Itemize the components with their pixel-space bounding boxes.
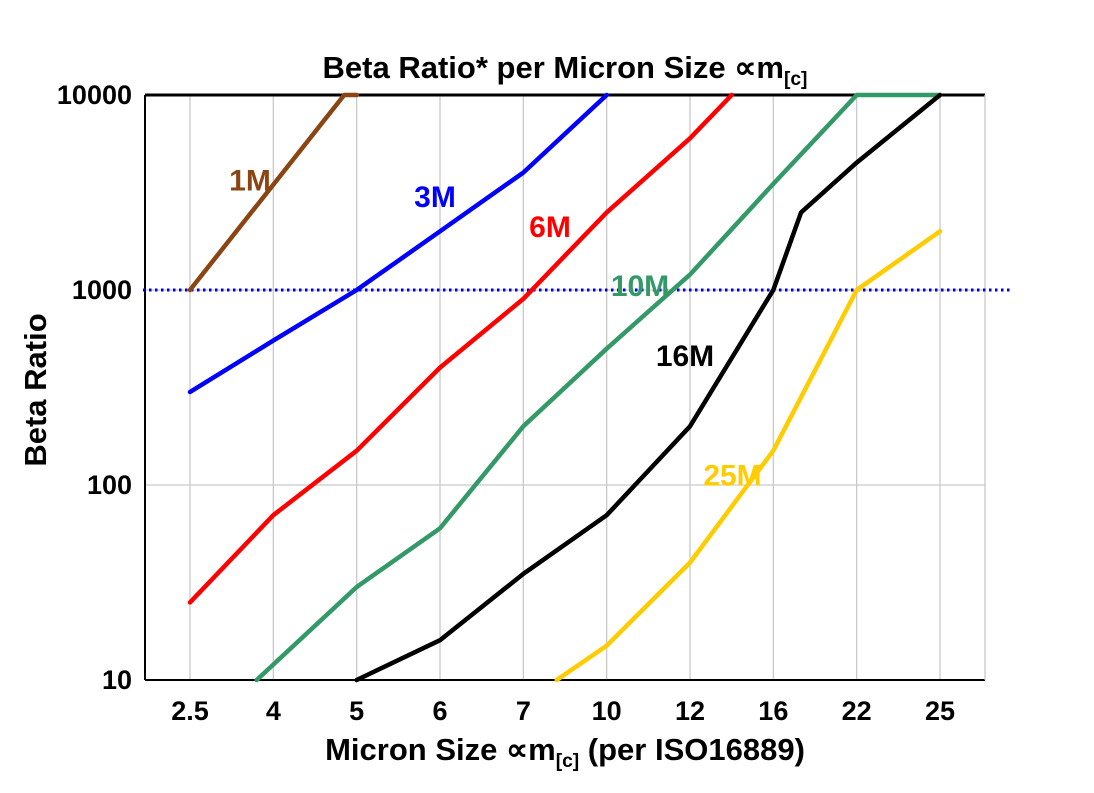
x-tick-label: 10 — [592, 696, 622, 726]
x-tick-label: 25 — [925, 696, 955, 726]
x-tick-label: 22 — [842, 696, 872, 726]
series-16M-label: 16M — [656, 340, 714, 373]
x-tick-label: 4 — [266, 696, 281, 726]
x-axis-title: Micron Size ∝m[c] (per ISO16889) — [127, 732, 1003, 773]
x-axis-title-suffix: (per ISO16889) — [579, 732, 805, 767]
series-1M-line — [187, 92, 359, 293]
series-3M-line — [187, 92, 609, 395]
series-6M-label: 6M — [529, 211, 571, 244]
y-tick-label: 100 — [87, 470, 132, 500]
x-tick-label: 7 — [516, 696, 531, 726]
y-tick-label: 10 — [102, 665, 132, 695]
chart-title-text: Beta Ratio* per Micron Size ∝m — [322, 50, 784, 85]
x-tick-label: 16 — [758, 696, 788, 726]
y-tick-label: 10000 — [57, 80, 132, 110]
x-axis-title-subscript: [c] — [555, 751, 580, 773]
y-axis-title: Beta Ratio — [18, 313, 54, 466]
chart-title: Beta Ratio* per Micron Size ∝m[c] — [127, 50, 1003, 91]
series-3M-label: 3M — [414, 181, 456, 214]
series-10M-label: 10M — [611, 270, 669, 303]
y-axis-title-text: Beta Ratio — [18, 313, 53, 467]
x-tick-label: 6 — [432, 696, 447, 726]
x-tick-label: 2.5 — [171, 696, 209, 726]
x-tick-label: 12 — [675, 696, 705, 726]
chart-title-subscript: [c] — [783, 69, 808, 91]
x-tick-label: 5 — [349, 696, 364, 726]
series-6M-line — [187, 92, 734, 605]
series-16M-line — [354, 92, 943, 683]
series-1M-label: 1M — [229, 164, 271, 197]
series-25M-label: 25M — [703, 459, 761, 492]
y-tick-label: 1000 — [72, 275, 132, 305]
series-10M-line — [254, 92, 943, 683]
series-25M-line — [554, 229, 943, 683]
x-axis-title-text: Micron Size ∝m — [325, 732, 556, 767]
